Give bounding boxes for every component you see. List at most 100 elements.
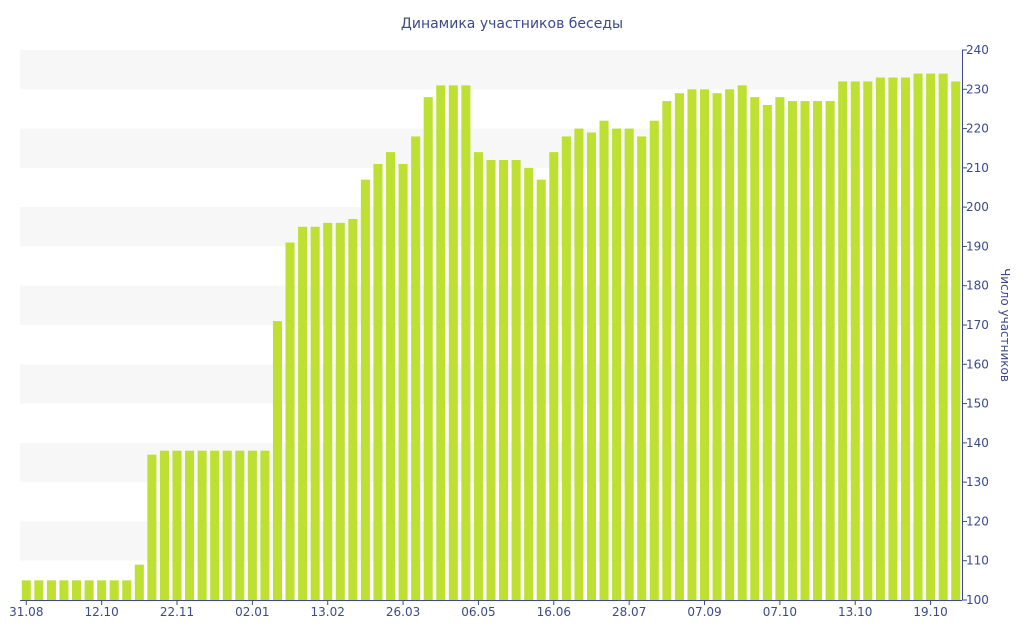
bar [84, 580, 94, 600]
bar [926, 73, 936, 600]
y-tick-label: 190 [966, 239, 989, 253]
bar [775, 97, 785, 600]
bar [21, 580, 31, 600]
bar [398, 163, 408, 600]
bar [210, 450, 220, 600]
bar [436, 85, 446, 601]
bar [486, 160, 496, 600]
bar [750, 97, 760, 600]
bar [335, 222, 345, 601]
bar [938, 73, 948, 600]
bar [499, 160, 509, 600]
y-tick-label: 100 [966, 593, 989, 607]
bar [951, 81, 961, 601]
bar [725, 89, 735, 600]
bar [122, 580, 132, 600]
bar [185, 450, 195, 600]
y-tick-label: 130 [966, 475, 989, 489]
bar [235, 450, 245, 600]
x-tick-label: 13.02 [311, 605, 345, 619]
y-tick-label: 160 [966, 357, 989, 371]
bar [649, 120, 659, 601]
grid-band [20, 50, 962, 90]
bar [247, 450, 257, 600]
x-tick-label: 13.10 [838, 605, 872, 619]
bars-group [21, 73, 961, 601]
bar [323, 222, 333, 601]
y-tick-label: 240 [966, 43, 989, 57]
bar [900, 77, 910, 600]
bar [863, 81, 873, 601]
bar [787, 101, 797, 600]
bar [561, 136, 571, 600]
x-tick-label: 12.10 [84, 605, 118, 619]
bar [34, 580, 44, 600]
bar [599, 120, 609, 601]
bar [360, 179, 370, 600]
x-tick-label: 19.10 [913, 605, 947, 619]
bar [386, 152, 396, 600]
bar [825, 101, 835, 600]
bar [838, 81, 848, 601]
x-tick-label: 16.06 [537, 605, 571, 619]
bar [536, 179, 546, 600]
bar [473, 152, 483, 600]
bar [59, 580, 69, 600]
y-tick-label: 110 [966, 554, 989, 568]
bar [612, 128, 622, 600]
bar [712, 93, 722, 601]
bar [260, 450, 270, 600]
bar [461, 85, 471, 601]
bar [423, 97, 433, 600]
bar [272, 321, 282, 600]
bar [172, 450, 182, 600]
y-tick-label: 230 [966, 82, 989, 96]
bar [850, 81, 860, 601]
x-tick-label: 06.05 [461, 605, 495, 619]
x-tick-label: 02.01 [235, 605, 269, 619]
bar [72, 580, 82, 600]
x-tick-label: 07.09 [687, 605, 721, 619]
bar [624, 128, 634, 600]
bar [298, 226, 308, 601]
bar [197, 450, 207, 600]
x-tick-label: 28.07 [612, 605, 646, 619]
bar [662, 101, 672, 600]
y-tick-label: 150 [966, 397, 989, 411]
bar [134, 564, 144, 600]
bar [913, 73, 923, 600]
bar [373, 163, 383, 600]
bar [800, 101, 810, 600]
bar [348, 218, 358, 600]
bar [762, 105, 772, 600]
x-tick-label: 26.03 [386, 605, 420, 619]
x-tick-label: 07.10 [763, 605, 797, 619]
bar [448, 85, 458, 601]
bar [813, 101, 823, 600]
bar [674, 93, 684, 601]
bar [222, 450, 232, 600]
bar [159, 450, 169, 600]
bar [97, 580, 107, 600]
bar [888, 77, 898, 600]
bar [637, 136, 647, 600]
bar [109, 580, 119, 600]
bar [586, 132, 596, 600]
y-tick-label: 210 [966, 161, 989, 175]
y-tick-label: 200 [966, 200, 989, 214]
bar [524, 167, 534, 601]
bar [511, 160, 521, 600]
axes: 100 110 120 130 140 150 160 170 180 190 200 210 220 2… [9, 43, 989, 619]
y-tick-label: 140 [966, 436, 989, 450]
bar [549, 152, 559, 600]
bar [411, 136, 421, 600]
bar [737, 85, 747, 601]
chart-title: Динамика участников беседы [401, 16, 623, 32]
bar [574, 128, 584, 600]
x-tick-label: 22.11 [160, 605, 194, 619]
y-tick-label: 220 [966, 122, 989, 136]
bar [285, 242, 295, 600]
y-tick-label: 180 [966, 279, 989, 293]
bar [310, 226, 320, 601]
